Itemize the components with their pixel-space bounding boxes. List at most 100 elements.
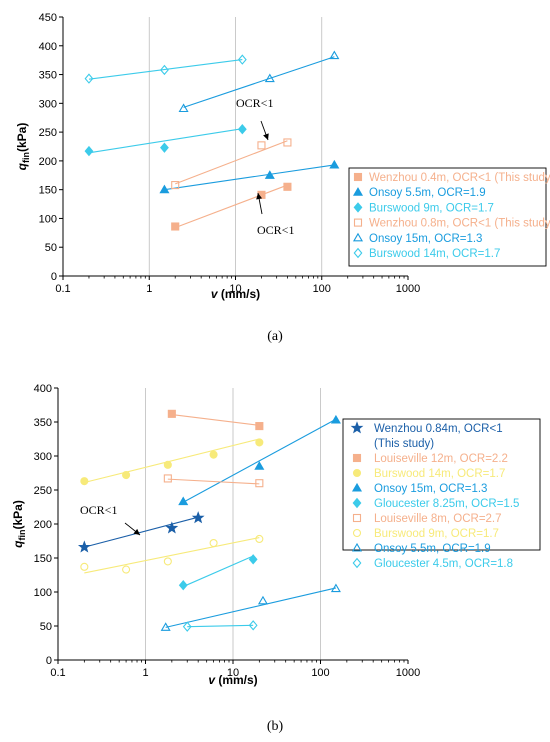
x-axis-label-var: v bbox=[211, 287, 219, 301]
y-tick-label: 350 bbox=[34, 417, 52, 429]
x-axis-label: v (mm/s) bbox=[211, 287, 260, 301]
series-5 bbox=[178, 50, 340, 113]
data-point bbox=[122, 470, 131, 480]
x-tick-label: 100 bbox=[311, 667, 329, 679]
legend-marker bbox=[352, 453, 362, 463]
legend-label: Burswood 9m, OCR=1.7 bbox=[374, 528, 499, 540]
legend-label: Burswood 14m, OCR=1.7 bbox=[374, 468, 505, 480]
data-point bbox=[163, 557, 172, 566]
y-tick-label: 250 bbox=[39, 127, 57, 139]
arrow-head bbox=[263, 133, 269, 140]
series-6 bbox=[163, 474, 264, 488]
legend-marker bbox=[353, 247, 363, 259]
legend-item: Louiseville 12m, OCR=2.2 bbox=[352, 453, 508, 465]
y-tick-label: 400 bbox=[34, 383, 52, 395]
legend-item: Onsoy 5.5m, OCR=1.9 bbox=[351, 542, 491, 555]
data-point bbox=[257, 595, 268, 605]
y-axis-label-var: q bbox=[15, 162, 29, 170]
legend-item: Onsoy 15m, OCR=1.3 bbox=[352, 232, 482, 245]
legend-marker bbox=[352, 497, 362, 509]
legend-label: Onsoy 5.5m, OCR=1.9 bbox=[374, 543, 491, 555]
data-point bbox=[122, 565, 131, 574]
series-5 bbox=[178, 554, 258, 591]
series-6 bbox=[84, 54, 247, 84]
fit-line bbox=[88, 59, 243, 80]
series-7 bbox=[80, 534, 264, 574]
y-tick-label: 50 bbox=[40, 621, 52, 633]
y-tick-label: 350 bbox=[39, 70, 57, 82]
data-point bbox=[160, 142, 169, 153]
fit-line bbox=[183, 56, 335, 108]
legend-marker bbox=[353, 202, 363, 213]
series-9 bbox=[182, 620, 258, 632]
legend-marker bbox=[353, 218, 363, 227]
data-point bbox=[254, 461, 265, 470]
y-tick-label: 0 bbox=[51, 271, 57, 283]
data-point bbox=[237, 124, 247, 135]
y-tick-label: 150 bbox=[39, 185, 57, 197]
legend-label: Wenzhou 0.4m, OCR<1 (This study) bbox=[369, 172, 550, 184]
data-point bbox=[283, 138, 292, 147]
fit-line bbox=[88, 128, 243, 154]
y-axis-label-unit: (kPa) bbox=[11, 500, 25, 529]
fit-line bbox=[164, 164, 335, 191]
y-tick-label: 300 bbox=[34, 451, 52, 463]
legend-marker bbox=[352, 528, 362, 538]
series-2 bbox=[167, 409, 264, 431]
y-tick-label: 100 bbox=[34, 587, 52, 599]
y-tick-label: 200 bbox=[39, 156, 57, 168]
x-axis-label-unit: (mm/s) bbox=[218, 287, 261, 301]
data-point bbox=[159, 184, 170, 194]
legend-item: Burswood 14m, OCR=1.7 bbox=[353, 247, 500, 260]
data-point bbox=[163, 460, 172, 469]
y-axis-label-var: q bbox=[11, 540, 25, 548]
fit-line bbox=[84, 516, 199, 548]
series-8 bbox=[160, 583, 341, 631]
series-4 bbox=[171, 138, 292, 190]
legend-marker bbox=[351, 542, 363, 552]
series-4 bbox=[178, 414, 341, 506]
legend: Wenzhou 0.4m, OCR<1 (This study) Onsoy 5.… bbox=[348, 167, 550, 267]
fit-line bbox=[84, 537, 260, 574]
data-point bbox=[178, 103, 189, 113]
data-point bbox=[330, 414, 341, 424]
legend-label: Louiseville 12m, OCR=2.2 bbox=[374, 453, 508, 465]
legend-marker bbox=[353, 172, 363, 182]
fit-line bbox=[175, 184, 288, 229]
legend: Wenzhou 0.84m, OCR<1 (This study) Louisevi… bbox=[342, 418, 541, 570]
data-point bbox=[283, 182, 292, 191]
data-point bbox=[264, 170, 275, 179]
data-point bbox=[255, 534, 264, 544]
legend-label-cont: (This study) bbox=[374, 438, 434, 450]
legend-label: Gloucester 4.5m, OCR=1.8 bbox=[374, 558, 513, 570]
x-axis-label-unit: (mm/s) bbox=[215, 673, 258, 687]
data-point bbox=[77, 540, 91, 553]
data-point bbox=[257, 141, 266, 150]
chart-b: 0 50 100 150 200 250 300 350 400 0.1 1 10 100 1000 v (… bbox=[11, 383, 541, 734]
x-tick-label: 1000 bbox=[396, 667, 420, 679]
legend-item: Gloucester 8.25m, OCR=1.5 bbox=[352, 497, 519, 510]
legend-label: Burswood 9m, OCR=1.7 bbox=[369, 202, 494, 214]
data-point bbox=[160, 64, 169, 76]
data-point bbox=[248, 620, 258, 631]
x-axis-label: v (mm/s) bbox=[208, 673, 257, 687]
series-1 bbox=[171, 182, 292, 231]
data-point bbox=[248, 554, 258, 565]
y-tick-label: 100 bbox=[39, 213, 57, 225]
data-point bbox=[178, 496, 189, 506]
x-tick-label: 10 bbox=[227, 667, 239, 679]
legend-marker bbox=[352, 513, 362, 523]
legend-marker bbox=[352, 232, 364, 242]
arrow-head bbox=[256, 193, 263, 200]
legend-label: Gloucester 8.25m, OCR=1.5 bbox=[374, 498, 519, 510]
data-point bbox=[191, 511, 205, 524]
chart-a: 0 50 100 150 200 250 300 350 400 450 0.1 1 10 100 1000… bbox=[15, 12, 550, 344]
figure-caption: (a) bbox=[267, 329, 283, 344]
x-tick-label: 1000 bbox=[396, 283, 420, 295]
legend-item: Wenzhou 0.4m, OCR<1 (This study) bbox=[353, 172, 550, 184]
y-tick-label: 250 bbox=[34, 485, 52, 497]
y-axis-label-sub: fin bbox=[21, 152, 31, 163]
y-axis-label: qfin(kPa) bbox=[11, 500, 27, 548]
legend-item: Wenzhou 0.84m, OCR<1 (This study) bbox=[350, 421, 503, 450]
